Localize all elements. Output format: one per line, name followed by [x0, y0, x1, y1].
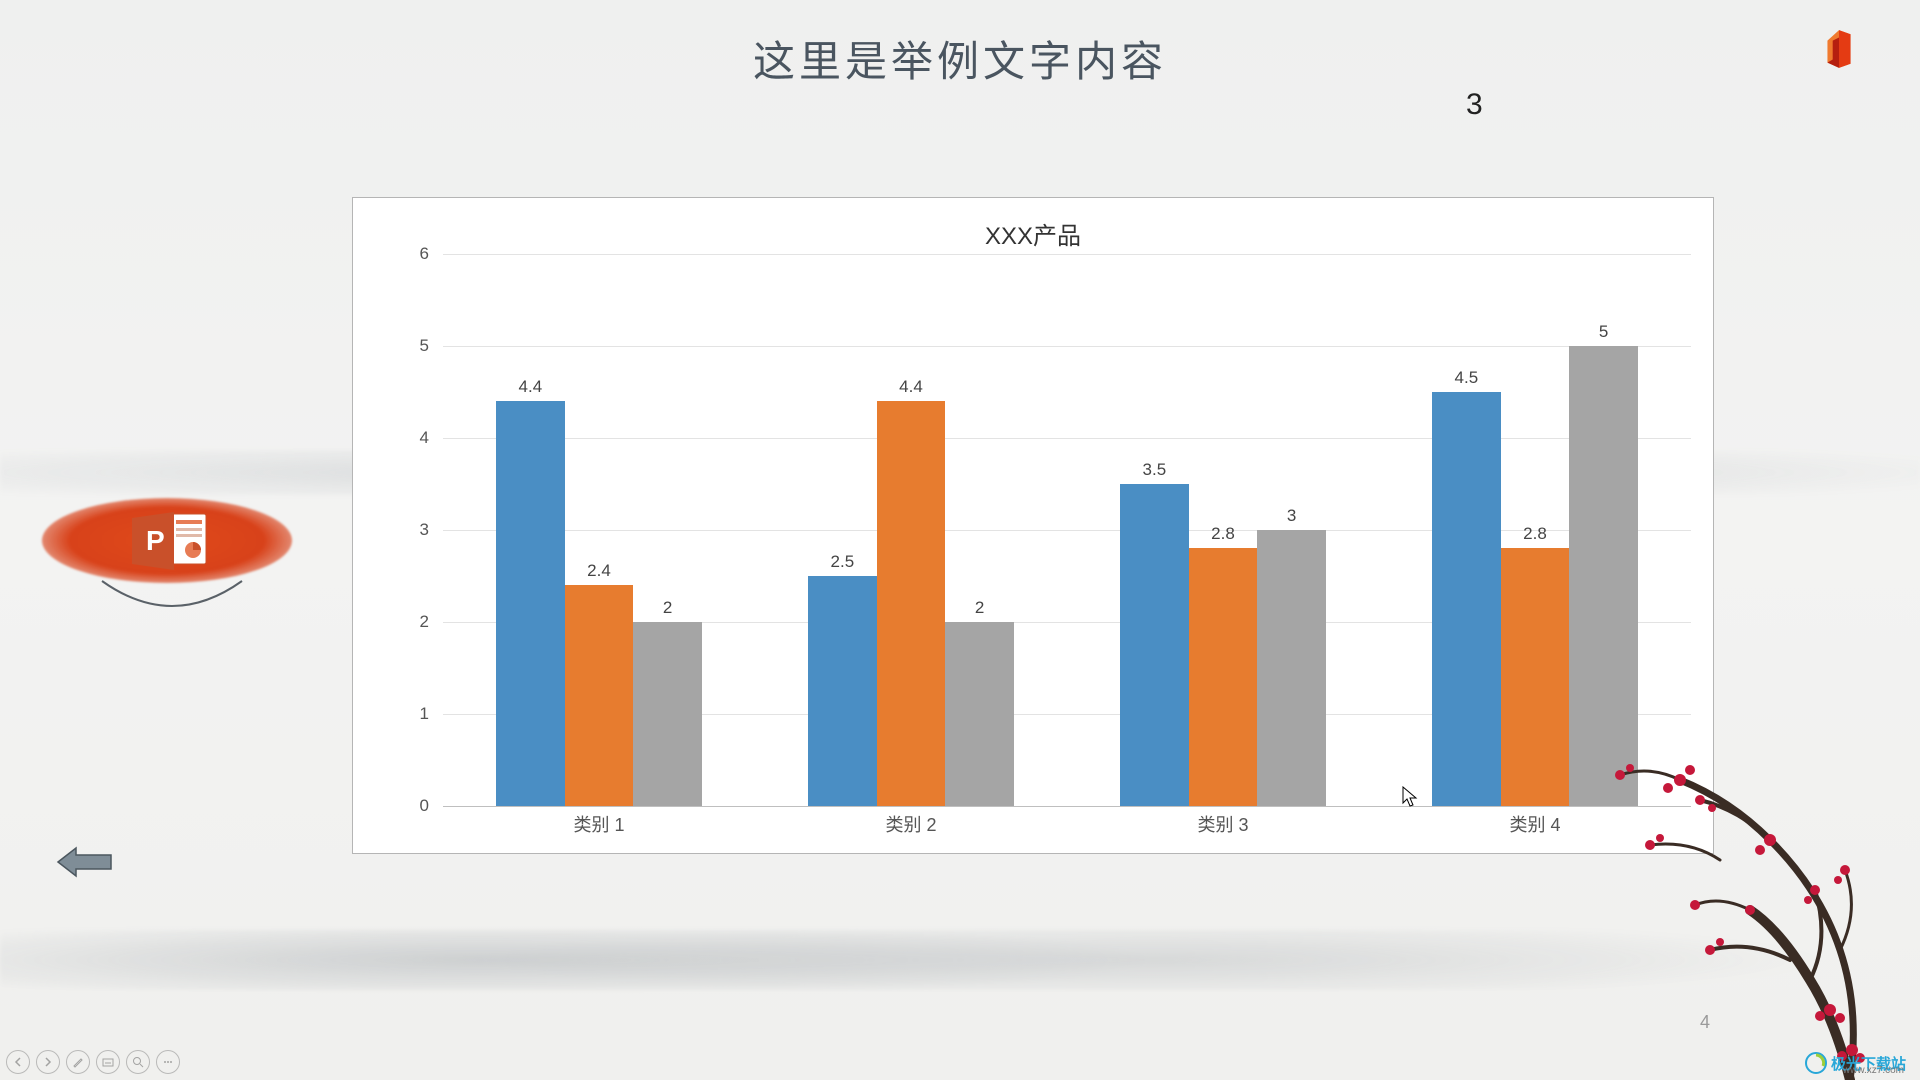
bar-value-label: 3.5 [1120, 460, 1189, 480]
bar: 2 [945, 622, 1014, 806]
subtitle-button[interactable] [96, 1050, 120, 1074]
y-tick-label: 4 [379, 428, 429, 448]
bar-value-label: 2.5 [808, 552, 877, 572]
bar: 3 [1257, 530, 1326, 806]
bar-value-label: 2.8 [1501, 524, 1570, 544]
office-logo-icon [1818, 28, 1860, 70]
y-tick-label: 6 [379, 244, 429, 264]
bar: 5 [1569, 346, 1638, 806]
bar: 2.8 [1501, 548, 1570, 806]
bar-value-label: 2.4 [565, 561, 634, 581]
bar: 2.8 [1189, 548, 1258, 806]
bar: 4.5 [1432, 392, 1501, 806]
y-tick-label: 5 [379, 336, 429, 356]
y-tick-label: 1 [379, 704, 429, 724]
x-category-label: 类别 4 [1509, 811, 1560, 837]
chart-plot-area: 01234564.42.422.54.423.52.834.52.85 [443, 254, 1691, 806]
bar-value-label: 3 [1257, 506, 1326, 526]
bar-value-label: 2 [633, 598, 702, 618]
page-number-bottom: 4 [1700, 1012, 1710, 1033]
x-category-label: 类别 3 [1197, 811, 1248, 837]
next-slide-button[interactable] [36, 1050, 60, 1074]
zoom-button[interactable] [126, 1050, 150, 1074]
slideshow-controls [6, 1050, 180, 1074]
bar: 2.5 [808, 576, 877, 806]
x-category-label: 类别 2 [885, 811, 936, 837]
back-arrow-icon[interactable] [56, 845, 114, 879]
bar: 3.5 [1120, 484, 1189, 806]
y-tick-label: 2 [379, 612, 429, 632]
y-tick-label: 3 [379, 520, 429, 540]
powerpoint-badge: P [42, 498, 292, 628]
page-number-top: 3 [1466, 88, 1483, 122]
prev-slide-button[interactable] [6, 1050, 30, 1074]
slide-title: 这里是举例文字内容 [0, 28, 1920, 89]
svg-text:P: P [146, 525, 165, 556]
pen-tool-button[interactable] [66, 1050, 90, 1074]
bar-chart: XXX产品 01234564.42.422.54.423.52.834.52.8… [352, 197, 1714, 854]
bar-value-label: 5 [1569, 322, 1638, 342]
bar-value-label: 2.8 [1189, 524, 1258, 544]
bar: 2 [633, 622, 702, 806]
watermark-sub: www.xz7.com [1843, 1065, 1904, 1076]
gridline [443, 438, 1691, 439]
smile-arc [97, 576, 247, 626]
bar-value-label: 4.4 [877, 377, 946, 397]
bar: 2.4 [565, 585, 634, 806]
chart-title: XXX产品 [353, 216, 1713, 251]
gridline [443, 346, 1691, 347]
bar-value-label: 4.5 [1432, 368, 1501, 388]
powerpoint-icon: P [130, 510, 210, 572]
ink-wash-band [0, 930, 1920, 990]
more-options-button[interactable] [156, 1050, 180, 1074]
gridline [443, 254, 1691, 255]
gridline [443, 806, 1691, 807]
bar: 4.4 [877, 401, 946, 806]
bar-value-label: 4.4 [496, 377, 565, 397]
watermark: 极光下载站 www.xz7.com [1805, 1052, 1906, 1074]
x-category-label: 类别 1 [573, 811, 624, 837]
watermark-icon [1805, 1052, 1827, 1074]
bar: 4.4 [496, 401, 565, 806]
y-tick-label: 0 [379, 796, 429, 816]
bar-value-label: 2 [945, 598, 1014, 618]
